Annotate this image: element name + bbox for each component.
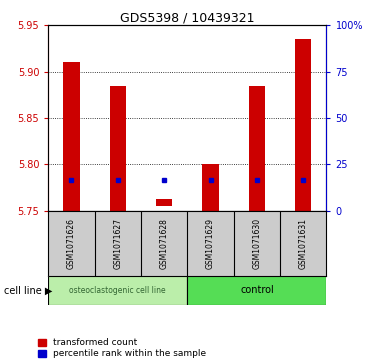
Title: GDS5398 / 10439321: GDS5398 / 10439321	[120, 11, 255, 24]
Bar	[110, 86, 126, 211]
Text: osteoclastogenic cell line: osteoclastogenic cell line	[69, 286, 166, 295]
Bar	[63, 62, 79, 211]
Bar	[48, 276, 187, 305]
Text: GSM1071630: GSM1071630	[252, 218, 262, 269]
Text: GSM1071628: GSM1071628	[160, 218, 169, 269]
Legend: transformed count, percentile rank within the sample: transformed count, percentile rank withi…	[38, 338, 206, 359]
Text: GSM1071631: GSM1071631	[299, 218, 308, 269]
Text: GSM1071629: GSM1071629	[206, 218, 215, 269]
Text: cell line ▶: cell line ▶	[4, 285, 52, 295]
Text: GSM1071626: GSM1071626	[67, 218, 76, 269]
Text: control: control	[240, 285, 274, 295]
Text: GSM1071627: GSM1071627	[113, 218, 122, 269]
Bar	[295, 39, 311, 211]
Bar	[156, 199, 172, 206]
Bar	[203, 164, 219, 211]
Bar	[249, 86, 265, 211]
Bar	[187, 276, 326, 305]
